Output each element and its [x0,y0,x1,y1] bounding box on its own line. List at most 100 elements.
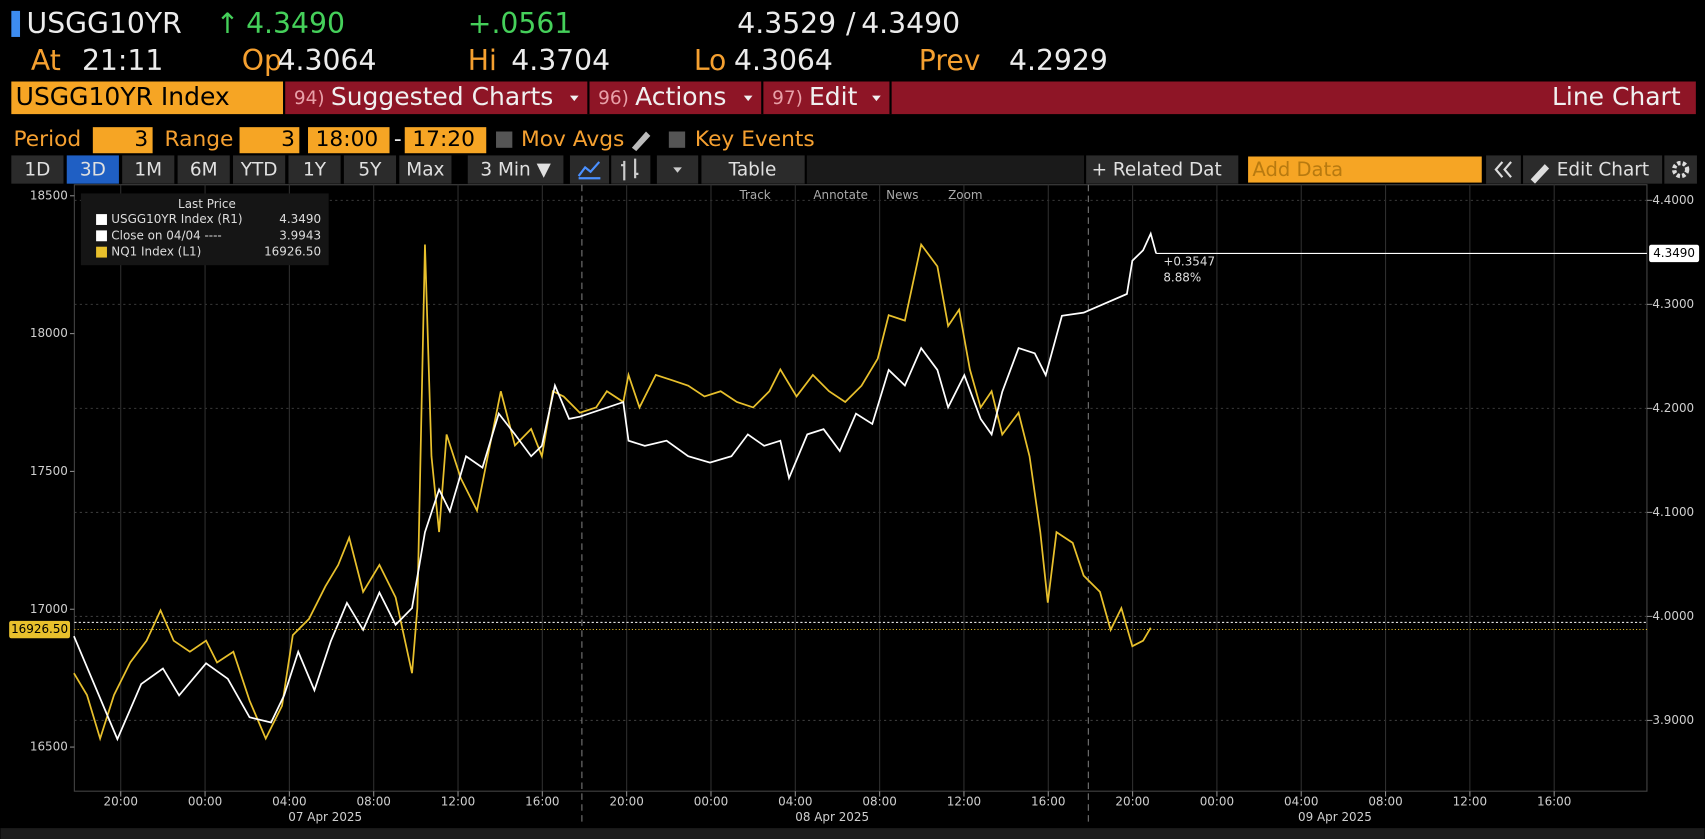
more-arrow [673,167,682,173]
y-tick-label: 17000 [30,602,68,616]
range-label: 5Y [358,160,382,181]
dropdown-arrow [872,95,881,102]
range-button[interactable] [11,155,64,184]
last-price: 4.3490 [246,7,345,40]
checkbox[interactable] [668,131,686,148]
x-tick-label: 16:00 [1537,795,1571,809]
menu-number: 94) [294,88,325,109]
x-tick-label: 00:00 [694,795,728,809]
chart-tool[interactable]: Annotate [813,188,868,202]
range-button[interactable] [66,155,119,184]
related-button[interactable] [1086,155,1239,184]
range-label: 6M [190,160,218,181]
x-tick-label: 16:00 [1031,795,1065,809]
x-tick-label: 12:00 [1453,795,1487,809]
dash: - [394,127,402,152]
date-label: 08 Apr 2025 [795,810,869,824]
from-box[interactable] [308,127,390,154]
y2-tick-label: 4.2000 [1652,401,1694,415]
legend-value: 3.9943 [279,228,321,242]
interval-button[interactable] [467,155,564,184]
bid: 4.3529 [737,7,836,40]
date-label: 07 Apr 2025 [288,810,362,824]
gear-icon [1671,160,1690,179]
y-tick-label: 18500 [30,188,68,202]
range-button[interactable] [177,155,230,184]
chart-tool[interactable]: News [886,188,918,202]
x-tick-label: 12:00 [441,795,475,809]
x-tick-label: 00:00 [188,795,222,809]
range-button[interactable] [122,155,175,184]
stat-label: Prev [919,44,981,77]
settings-button[interactable] [1664,155,1697,184]
chart-tool[interactable]: Zoom [948,188,982,202]
security-box[interactable] [11,81,284,115]
menu-divider [889,81,892,115]
stat-label: Op [242,44,282,77]
period: 3 [134,127,148,152]
stat-value: 4.3064 [734,44,833,77]
chart-tool[interactable]: Track [738,188,770,202]
pencil-icon [1530,164,1550,184]
y2-tick-label: 4.0000 [1652,609,1694,623]
line-icon [577,161,601,180]
annotation: 8.88% [1163,271,1201,285]
change: +.0561 [468,7,573,40]
range-label: YTD [240,160,278,181]
x-tick-label: 20:00 [1115,795,1149,809]
series-line [73,231,1157,742]
range-box[interactable] [239,127,300,154]
add-data-input[interactable] [1248,156,1482,183]
legend-value: 16926.50 [264,245,321,259]
y2-tick-label: 4.1000 [1652,505,1694,519]
menu-divider [761,81,764,115]
range-label: 1D [24,160,50,181]
menu-item[interactable]: Actions [635,82,726,111]
stat-label: At [31,44,61,77]
range-button[interactable] [399,155,452,184]
menu-divider [587,81,590,115]
menu-item[interactable]: Edit [809,82,858,111]
table: Table [728,160,777,181]
table-button[interactable] [701,155,805,184]
pencil-icon[interactable] [631,131,651,152]
range-label: 1Y [303,160,327,181]
range-button[interactable] [233,155,286,184]
to-time: 17:20 [412,127,475,152]
x-tick-label: 08:00 [1368,795,1402,809]
to-box[interactable] [404,127,487,154]
range-button[interactable] [343,155,397,184]
last-value-tag [9,620,71,639]
x-tick-label: 20:00 [104,795,138,809]
period-box[interactable] [92,127,153,154]
x-tick-label: 04:00 [1284,795,1318,809]
menu-number: 96) [598,88,629,109]
x-tick-label: 08:00 [862,795,896,809]
legend-title: Last Price [178,197,236,211]
stat-label: Lo [694,44,727,77]
menu-item[interactable]: Suggested Charts [331,82,553,111]
checkbox[interactable] [496,131,513,148]
bar-icon [621,158,639,181]
x-tick-label: 16:00 [525,795,559,809]
stat-value: 4.3064 [278,44,377,77]
x-tick-label: 00:00 [1200,795,1234,809]
stat-value: 4.3704 [511,44,610,77]
y2-tick-label: 3.9000 [1652,713,1694,727]
security: USGG10YR Index [16,82,230,111]
y-tick-label: 16500 [30,740,68,754]
range-label: 1M [134,160,162,181]
stat-label: Hi [468,44,497,77]
x-tick-label: 04:00 [272,795,306,809]
range: 3 [281,127,295,152]
key-events: Key Events [695,127,815,152]
period-label: Period [13,127,81,152]
bar-icon-button[interactable] [611,155,651,184]
ticker-marker [11,10,21,37]
menu-number: 97) [772,88,803,109]
range-button[interactable] [288,155,341,184]
x-tick-label: 12:00 [947,795,981,809]
edit-chart: Edit Chart [1557,160,1649,181]
legend-swatch [96,246,107,258]
